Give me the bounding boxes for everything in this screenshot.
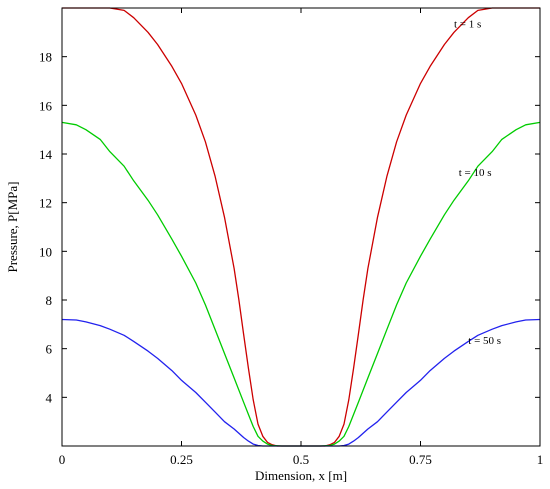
y-tick-label: 4 (46, 390, 53, 405)
x-tick-label: 0.25 (170, 452, 193, 467)
x-tick-label: 0.75 (409, 452, 432, 467)
y-tick-label: 16 (39, 98, 53, 113)
series-annotation: t = 1 s (454, 18, 481, 30)
x-tick-label: 0.5 (293, 452, 309, 467)
y-tick-label: 6 (46, 342, 53, 357)
annotations-layer: t = 1 s t = 10 s t = 50 s (454, 18, 501, 346)
curves-layer (61, 7, 541, 447)
x-axis-title: Dimension, x [m] (255, 468, 347, 483)
y-tick-label: 12 (39, 196, 52, 211)
y-axis-title: Pressure, P[MPa] (5, 182, 20, 273)
y-tick-label: 10 (39, 244, 52, 259)
y-tick-label: 8 (46, 293, 53, 308)
x-tick-label: 0 (59, 452, 66, 467)
series-annotation: t = 50 s (468, 335, 501, 347)
y-tick-label: 18 (39, 50, 52, 65)
plot-frame (61, 7, 541, 447)
series-line-1 (62, 7, 540, 447)
x-tick-label: 1 (537, 452, 544, 467)
y-tick-label: 14 (39, 147, 53, 162)
series-annotation: t = 10 s (459, 167, 492, 179)
